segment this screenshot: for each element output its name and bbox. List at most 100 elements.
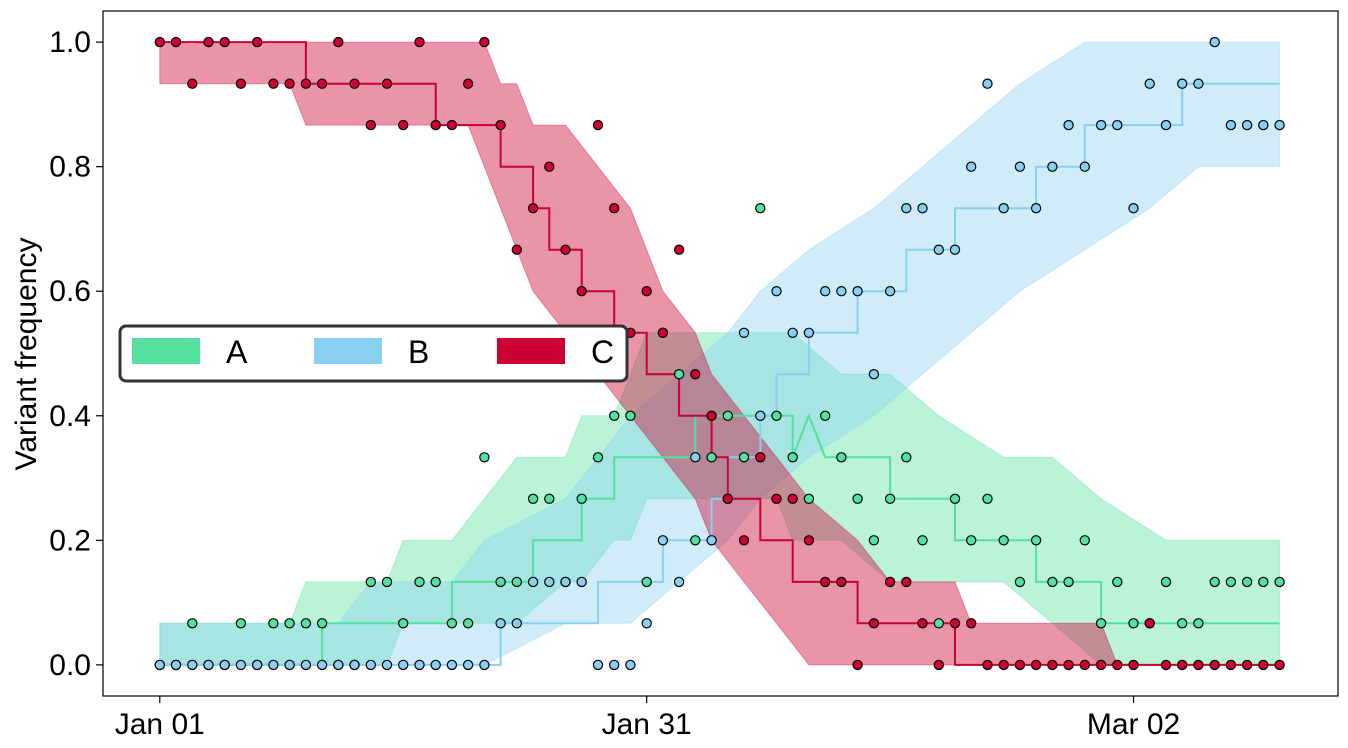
point-a [1063, 576, 1074, 588]
point-b [1225, 119, 1237, 131]
y-tick-label: 0.6 [49, 275, 91, 308]
legend-swatch-b [314, 338, 382, 364]
point-b [1209, 36, 1220, 48]
point-c [219, 36, 230, 48]
x-tick-label: Jan 01 [115, 708, 205, 741]
point-a [609, 410, 620, 421]
point-a [868, 535, 880, 546]
line-b [159, 82, 1280, 666]
point-a [722, 410, 734, 421]
point-a [1274, 576, 1285, 588]
point-b [836, 286, 847, 297]
point-b [868, 369, 880, 380]
point-c [560, 244, 571, 255]
point-c [641, 286, 652, 297]
y-axis-title: Variant frequency [10, 238, 43, 471]
point-a [414, 576, 425, 588]
point-a [187, 618, 198, 629]
point-b [852, 286, 863, 297]
point-c [1095, 659, 1107, 671]
point-b [203, 659, 214, 671]
point-c [1063, 659, 1074, 671]
point-c [738, 535, 750, 546]
point-b [365, 659, 376, 671]
point-b [560, 576, 571, 588]
point-b [803, 327, 815, 338]
point-b [625, 659, 636, 671]
point-c [462, 78, 474, 89]
point-b [1258, 119, 1269, 131]
point-a [430, 576, 441, 588]
point-b [430, 659, 441, 671]
point-b [641, 618, 652, 629]
point-a [398, 618, 409, 629]
point-b [933, 244, 945, 255]
point-c [1241, 659, 1253, 671]
point-c [316, 78, 328, 89]
point-a [625, 410, 636, 421]
point-b [1030, 202, 1042, 214]
point-c [479, 36, 490, 48]
point-a [381, 576, 393, 588]
point-c [868, 618, 880, 629]
point-b [1079, 161, 1091, 172]
series-lines [159, 41, 1280, 666]
point-c [771, 493, 782, 504]
point-b [949, 244, 961, 255]
point-c [365, 119, 376, 131]
point-a [852, 493, 863, 504]
point-b [414, 659, 425, 671]
point-a [527, 493, 539, 504]
legend-label-c: C [591, 334, 614, 370]
point-a [803, 493, 815, 504]
point-c [673, 244, 685, 255]
y-tick-label: 0.8 [49, 151, 91, 184]
point-a [755, 202, 766, 214]
point-c [803, 535, 815, 546]
point-c [852, 659, 863, 671]
y-tick-label: 0.0 [49, 649, 91, 682]
point-c [966, 618, 977, 629]
point-b [706, 535, 717, 546]
point-b [187, 659, 198, 671]
point-b [381, 659, 393, 671]
point-b [446, 659, 458, 671]
point-b [495, 618, 506, 629]
point-b [252, 659, 263, 671]
legend-label-b: B [408, 334, 429, 370]
point-c [414, 36, 425, 48]
point-b [1193, 78, 1204, 89]
point-c [609, 202, 620, 214]
y-axis: 0.0 0.2 0.4 0.6 0.8 1.0 [49, 26, 103, 682]
point-b [609, 659, 620, 671]
point-c [592, 119, 604, 131]
point-a [576, 493, 587, 504]
point-b [1047, 161, 1058, 172]
point-b [511, 618, 523, 629]
point-b [755, 410, 766, 421]
point-b [917, 202, 928, 214]
point-b [170, 659, 182, 671]
point-a [462, 618, 474, 629]
point-b [771, 286, 782, 297]
point-a [479, 452, 490, 463]
point-b [1128, 202, 1139, 214]
point-a [641, 576, 652, 588]
point-c [820, 576, 831, 588]
point-c [203, 36, 214, 48]
point-c [430, 119, 441, 131]
point-c [1047, 659, 1058, 671]
point-c [170, 36, 182, 48]
point-c [1193, 659, 1204, 671]
point-c [1014, 659, 1026, 671]
point-a [1209, 576, 1220, 588]
point-c [1144, 618, 1155, 629]
point-c [527, 202, 539, 214]
x-tick-label: Jan 31 [602, 708, 692, 741]
point-a [706, 452, 717, 463]
point-a [1193, 618, 1204, 629]
point-a [949, 493, 961, 504]
legend-label-a: A [226, 334, 248, 370]
point-b [576, 576, 587, 588]
